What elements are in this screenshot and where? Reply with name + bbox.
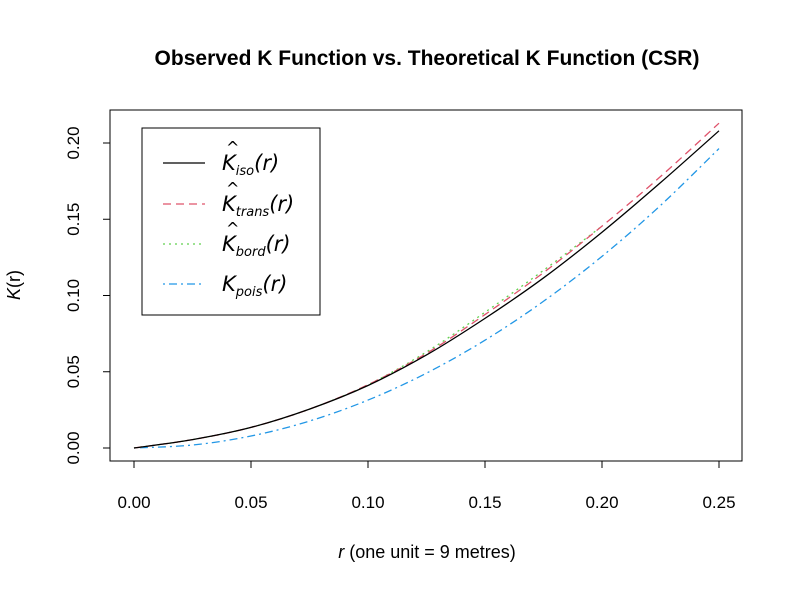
legend-entry-trans: Ktrans(r) [222,192,294,220]
series-line-pois [133,148,720,449]
legend-entry-pois: Kpois(r) [222,272,287,300]
y-axis-label-arg: (r) [4,270,24,288]
x-axis: 0.00 0.05 0.10 0.15 0.20 0.25 [117,460,736,512]
legend-subscript: bord [236,245,267,260]
legend-arg: (r) [269,192,294,216]
hat-accent-icon: ^ [226,138,239,157]
legend-entry-bord: Kbord(r) [222,232,291,260]
legend-symbol: K [222,272,238,296]
legend-entry-iso: Kiso(r) [222,151,279,179]
legend: Kiso(r)^Ktrans(r)^Kbord(r)^Kpois(r) [163,138,294,300]
legend-symbol: K [222,151,238,175]
y-tick-label: 0.05 [64,355,83,388]
y-tick-label: 0.20 [64,126,83,159]
legend-symbol: K [222,232,238,256]
x-axis-label-rest: (one unit = 9 metres) [344,542,516,562]
y-axis-label-var: K [4,287,24,300]
y-tick-label: 0.15 [64,203,83,236]
y-tick-label: 0.00 [64,431,83,464]
legend-arg: (r) [262,272,287,296]
x-tick-label: 0.00 [117,493,150,512]
legend-subscript: iso [236,164,254,179]
x-tick-label: 0.10 [351,493,384,512]
series-layer [133,122,720,449]
hat-accent-icon: ^ [226,179,239,198]
legend-symbol: K [222,192,238,216]
x-tick-label: 0.15 [468,493,501,512]
legend-subscript: pois [235,285,263,300]
x-tick-label: 0.25 [702,493,735,512]
x-tick-label: 0.05 [234,493,267,512]
series-line-iso [133,130,720,449]
legend-arg: (r) [266,232,291,256]
y-axis-label: K(r) [4,270,24,300]
x-tick-label: 0.20 [585,493,618,512]
legend-subscript: trans [236,205,270,220]
legend-arg: (r) [254,151,279,175]
x-axis-label-var: r [338,542,345,562]
hat-accent-icon: ^ [226,219,239,238]
chart-title: Observed K Function vs. Theoretical K Fu… [155,47,700,70]
y-axis: 0.00 0.05 0.10 0.15 0.20 [64,126,111,465]
y-tick-label: 0.10 [64,279,83,312]
x-axis-label: r (one unit = 9 metres) [338,542,516,562]
